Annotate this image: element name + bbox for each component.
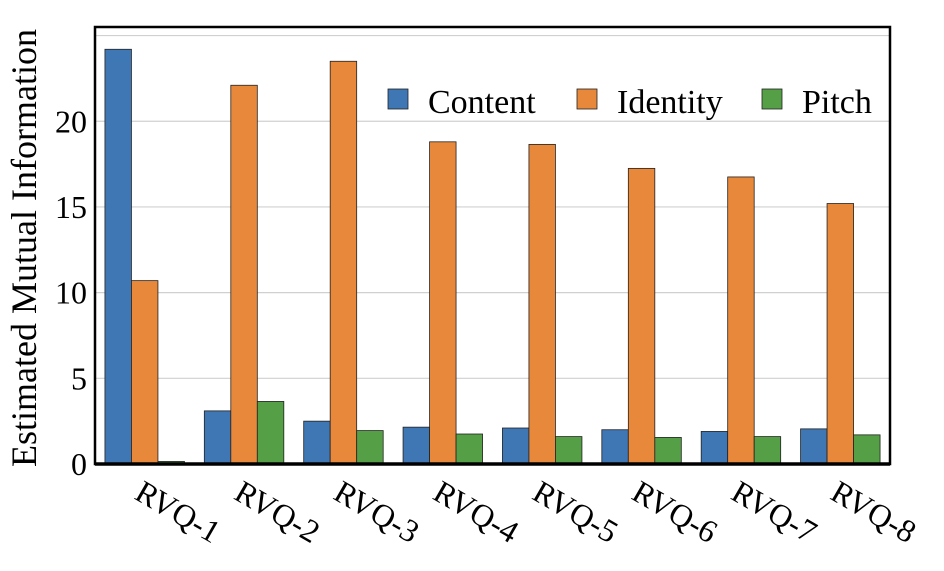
bar-content-rvq-2 xyxy=(203,410,232,465)
y-tick-label: 10 xyxy=(55,275,87,311)
y-tick-label: 0 xyxy=(71,446,87,482)
x-tick-label: RVQ-3 xyxy=(328,473,425,550)
bar-identity-rvq-8 xyxy=(826,203,854,465)
bar-content-rvq-3 xyxy=(303,420,331,465)
legend-label-pitch: Pitch xyxy=(802,84,872,121)
bar-content-rvq-6 xyxy=(601,429,629,465)
bar-identity-rvq-1 xyxy=(131,280,159,465)
bar-pitch-rvq-5 xyxy=(555,436,583,465)
x-tick-label: RVQ-1 xyxy=(129,473,226,550)
bar-identity-rvq-5 xyxy=(528,143,556,465)
y-tick-label: 15 xyxy=(55,189,87,225)
bar-content-rvq-1 xyxy=(104,48,132,465)
bar-pitch-rvq-7 xyxy=(753,436,782,465)
x-tick-label: RVQ-2 xyxy=(229,473,326,550)
x-tick-label: RVQ-5 xyxy=(527,473,624,550)
bar-content-rvq-4 xyxy=(402,426,430,465)
bar-content-rvq-7 xyxy=(700,431,729,465)
x-tick-label: RVQ-7 xyxy=(726,473,823,550)
legend-swatch-identity xyxy=(576,88,598,110)
bar-pitch-rvq-2 xyxy=(256,401,285,465)
bar-identity-rvq-7 xyxy=(727,176,755,465)
y-tick-label: 20 xyxy=(55,103,87,139)
grid-layer xyxy=(95,34,890,379)
y-axis-label: Estimated Mutual Information xyxy=(4,29,44,467)
bar-pitch-rvq-6 xyxy=(654,437,682,465)
x-tick-label: RVQ-4 xyxy=(428,473,525,550)
bar-identity-rvq-6 xyxy=(627,167,656,465)
bar-layer xyxy=(104,48,881,465)
y-tick-label: 5 xyxy=(71,360,87,396)
bar-identity-rvq-4 xyxy=(429,141,457,465)
x-tick-label: RVQ-6 xyxy=(626,473,723,550)
bar-identity-rvq-3 xyxy=(329,60,358,465)
legend-swatch-pitch xyxy=(761,88,783,110)
legend-label-identity: Identity xyxy=(617,84,723,121)
bar-content-rvq-5 xyxy=(502,427,530,465)
bar-pitch-rvq-8 xyxy=(853,434,881,465)
x-tick-label: RVQ-8 xyxy=(825,473,922,550)
legend-label-content: Content xyxy=(428,84,536,121)
legend-swatch-content xyxy=(387,88,409,110)
bar-pitch-rvq-4 xyxy=(455,433,483,465)
legend: Content Identity Pitch xyxy=(387,84,872,121)
bar-pitch-rvq-3 xyxy=(356,430,384,465)
bar-content-rvq-8 xyxy=(800,428,828,465)
bar-identity-rvq-2 xyxy=(230,84,258,465)
